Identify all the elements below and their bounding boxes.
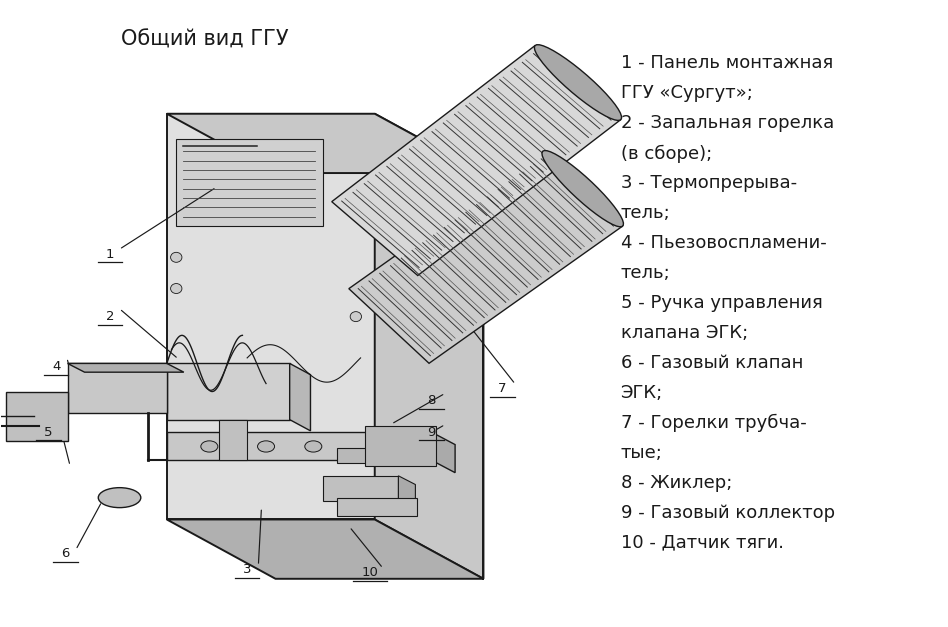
Text: 1 - Панель монтажная: 1 - Панель монтажная — [621, 55, 832, 73]
Polygon shape — [337, 448, 374, 463]
Text: 4 - Пьезовоспламени-: 4 - Пьезовоспламени- — [621, 234, 827, 252]
Text: 4: 4 — [52, 360, 61, 373]
Polygon shape — [167, 520, 483, 579]
Ellipse shape — [99, 488, 141, 508]
Text: 10 - Датчик тяги.: 10 - Датчик тяги. — [621, 534, 783, 552]
Polygon shape — [365, 426, 436, 466]
Text: 2 - Запальная горелка: 2 - Запальная горелка — [621, 114, 833, 132]
Text: ЭГК;: ЭГК; — [621, 384, 663, 402]
Ellipse shape — [171, 252, 182, 262]
Polygon shape — [67, 364, 184, 372]
Text: 2: 2 — [106, 310, 115, 323]
Polygon shape — [349, 151, 623, 363]
Text: Общий вид ГГУ: Общий вид ГГУ — [120, 29, 288, 50]
Polygon shape — [167, 113, 374, 520]
Ellipse shape — [305, 441, 321, 452]
Text: 3 - Термопрерыва-: 3 - Термопрерыва- — [621, 174, 796, 192]
Polygon shape — [374, 113, 483, 579]
Polygon shape — [176, 139, 322, 226]
Text: ГГУ «Сургут»;: ГГУ «Сургут»; — [621, 85, 753, 102]
Polygon shape — [290, 364, 311, 431]
Text: тель;: тель; — [621, 264, 670, 282]
Polygon shape — [167, 432, 431, 460]
Polygon shape — [167, 364, 290, 419]
Polygon shape — [542, 150, 624, 227]
Ellipse shape — [171, 283, 182, 293]
Polygon shape — [167, 113, 483, 173]
Text: 5 - Ручка управления: 5 - Ручка управления — [621, 294, 822, 312]
Polygon shape — [219, 419, 247, 460]
Text: 9 - Газовый коллектор: 9 - Газовый коллектор — [621, 504, 834, 522]
Text: 9: 9 — [428, 426, 436, 439]
Polygon shape — [322, 476, 398, 501]
Text: 6: 6 — [62, 547, 70, 561]
Text: клапана ЭГК;: клапана ЭГК; — [621, 324, 748, 342]
Text: 1: 1 — [106, 248, 115, 261]
Text: 10: 10 — [361, 566, 378, 579]
Text: 7 - Горелки трубча-: 7 - Горелки трубча- — [621, 414, 806, 432]
Text: тые;: тые; — [621, 444, 663, 462]
Text: 8 - Жиклер;: 8 - Жиклер; — [621, 474, 732, 492]
Text: 6 - Газовый клапан: 6 - Газовый клапан — [621, 354, 803, 372]
Polygon shape — [6, 391, 67, 441]
Polygon shape — [535, 45, 622, 120]
Ellipse shape — [350, 312, 361, 322]
Polygon shape — [332, 46, 621, 275]
Polygon shape — [431, 432, 455, 473]
Text: тель;: тель; — [621, 204, 670, 222]
Text: 5: 5 — [45, 426, 53, 439]
Text: (в сборе);: (в сборе); — [621, 144, 712, 162]
Text: 7: 7 — [498, 382, 506, 395]
Text: 8: 8 — [428, 394, 436, 408]
Polygon shape — [67, 364, 167, 413]
Ellipse shape — [258, 441, 275, 452]
Ellipse shape — [201, 441, 218, 452]
Polygon shape — [398, 476, 415, 510]
Text: 3: 3 — [243, 563, 251, 576]
Polygon shape — [337, 498, 417, 517]
